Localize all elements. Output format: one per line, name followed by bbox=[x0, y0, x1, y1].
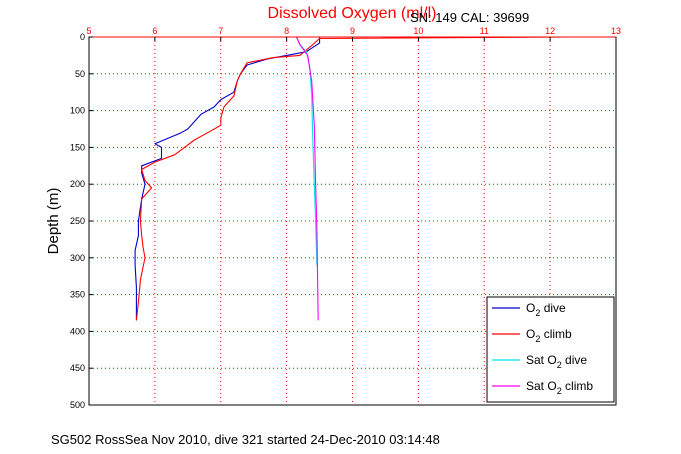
x-tick-label: 12 bbox=[545, 26, 555, 36]
x-tick-label: 5 bbox=[86, 26, 91, 36]
series-line-o2-climb bbox=[135, 36, 570, 321]
y-tick-label: 0 bbox=[80, 32, 85, 42]
legend-items: O2 dive O2 climb Sat O2 dive Sat O2 climb bbox=[492, 301, 593, 396]
x-tick-label: 8 bbox=[284, 26, 289, 36]
y-tick-label: 400 bbox=[70, 326, 85, 336]
x-tick-label: 10 bbox=[413, 26, 423, 36]
series-line-sat-climb bbox=[295, 36, 319, 321]
legend-label: O2 climb bbox=[526, 327, 572, 344]
x-tick-label: 13 bbox=[611, 26, 621, 36]
y-tick-label: 500 bbox=[70, 400, 85, 410]
series-line-o2-dive bbox=[134, 37, 321, 321]
x-tick-label: 9 bbox=[350, 26, 355, 36]
x-tick-label: 7 bbox=[218, 26, 223, 36]
y-tick-label: 250 bbox=[70, 216, 85, 226]
series-layer bbox=[134, 36, 570, 321]
y-tick-label: 100 bbox=[70, 106, 85, 116]
legend-label: O2 dive bbox=[526, 301, 566, 318]
y-tick-label: 150 bbox=[70, 142, 85, 152]
chart-title: Dissolved Oxygen (ml/l) bbox=[268, 5, 437, 22]
y-tick-label: 350 bbox=[70, 290, 85, 300]
y-tick-label: 50 bbox=[75, 69, 85, 79]
y-axis-ticks: 0 50 100 150 200 250 300 350 400 450 500 bbox=[70, 32, 93, 410]
y-tick-label: 450 bbox=[70, 363, 85, 373]
grid-lines bbox=[89, 37, 616, 405]
chart-footer: SG502 RossSea Nov 2010, dive 321 started… bbox=[51, 432, 440, 447]
legend: O2 dive O2 climb Sat O2 dive Sat O2 climb bbox=[486, 296, 615, 403]
legend-label: Sat O2 dive bbox=[526, 353, 587, 370]
legend-label: Sat O2 climb bbox=[526, 379, 593, 396]
legend-box bbox=[486, 296, 615, 403]
y-tick-label: 300 bbox=[70, 253, 85, 263]
x-tick-label: 6 bbox=[152, 26, 157, 36]
x-axis-ticks: 5 6 7 8 9 10 11 12 13 bbox=[86, 26, 621, 41]
chart-subtitle: SN: 149 CAL: 39699 bbox=[410, 10, 529, 25]
x-tick-label: 11 bbox=[480, 26, 489, 36]
y-tick-label: 200 bbox=[70, 179, 85, 189]
y-axis-label: Depth (m) bbox=[45, 188, 62, 255]
